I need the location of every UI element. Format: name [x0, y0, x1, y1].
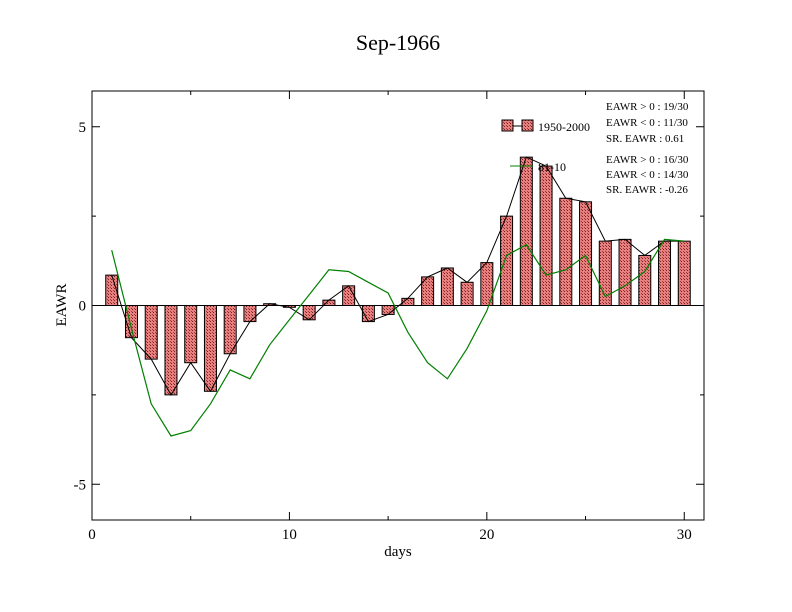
legend-swatch-bar [521, 119, 534, 132]
bar-day-6 [203, 305, 217, 392]
x-tick-label: 10 [282, 527, 297, 543]
bar-day-24 [559, 197, 573, 306]
bar-day-21 [500, 215, 514, 306]
legend-entry-81-10: 81-10 [510, 160, 566, 174]
chart-title: Sep-1966 [356, 30, 440, 55]
stat-sr-81-10: SR. EAWR : -0.26 [606, 184, 688, 196]
y-tick-label: 5 [79, 120, 87, 136]
stat-negative-1950-2000: EAWR < 0 : 11/30 [606, 117, 688, 129]
bar-day-5 [184, 305, 198, 364]
bar-day-18 [440, 267, 454, 306]
bar-day-15 [381, 305, 395, 315]
line-layer [111, 156, 685, 437]
stat-sr-1950-2000: SR. EAWR : 0.61 [606, 133, 684, 145]
y-tick-label: -5 [74, 477, 87, 493]
legend-label-81-10: 81-10 [538, 160, 566, 174]
bar-day-30 [677, 240, 691, 306]
x-axis-label: days [384, 544, 412, 560]
bar-day-8 [243, 305, 257, 323]
bar-day-19 [460, 281, 474, 307]
bar-day-3 [144, 305, 158, 360]
bar-day-1 [105, 274, 119, 306]
axis-ticks: 0 10 20 30 -5 0 5 [74, 91, 704, 543]
stat-positive-81-10: EAWR > 0 : 16/30 [606, 154, 689, 166]
x-tick-label: 20 [479, 527, 494, 543]
stat-positive-1950-2000: EAWR > 0 : 19/30 [606, 101, 689, 113]
bar-day-22 [519, 156, 533, 306]
stats-block: EAWR > 0 : 19/30 EAWR < 0 : 11/30 SR. EA… [606, 101, 689, 196]
legend-entry-1950-2000: 1950-2000 [501, 119, 590, 134]
line-series-1950-2000 [111, 156, 685, 396]
bar-series-1950-2000 [105, 156, 691, 396]
bar-day-23 [539, 165, 553, 306]
stat-negative-81-10: EAWR < 0 : 14/30 [606, 169, 689, 181]
bar-day-27 [618, 238, 632, 306]
x-tick-label: 0 [88, 527, 96, 543]
legend: 1950-2000 81-10 [501, 119, 590, 174]
bar-day-4 [164, 305, 178, 396]
y-axis-label: EAWR [54, 284, 70, 327]
bar-day-28 [638, 254, 652, 306]
bar-day-29 [658, 240, 672, 306]
legend-label-1950-2000: 1950-2000 [538, 120, 590, 134]
bar-day-25 [579, 201, 593, 306]
line-series-81-10 [111, 238, 685, 437]
legend-swatch-bar [501, 119, 514, 132]
x-tick-label: 30 [677, 527, 692, 543]
y-tick-label: 0 [79, 299, 87, 315]
